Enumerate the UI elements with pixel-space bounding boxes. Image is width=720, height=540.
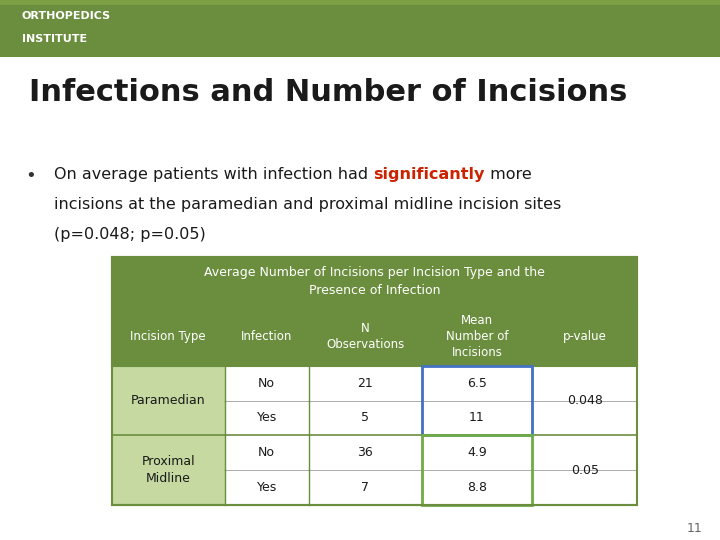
Text: Infection: Infection xyxy=(241,330,292,343)
Text: significantly: significantly xyxy=(373,167,485,183)
Text: No: No xyxy=(258,377,275,390)
Bar xyxy=(112,470,225,505)
Text: Infections and Number of Incisions: Infections and Number of Incisions xyxy=(29,78,627,107)
Text: Mean
Number of
Incisions: Mean Number of Incisions xyxy=(446,314,508,359)
Bar xyxy=(422,366,532,435)
Text: ORTHOPEDICS: ORTHOPEDICS xyxy=(22,11,111,21)
Text: Yes: Yes xyxy=(256,481,276,494)
Text: Incision Type: Incision Type xyxy=(130,330,206,343)
Text: (p=0.048; p=0.05): (p=0.048; p=0.05) xyxy=(54,227,206,242)
Text: 4.9: 4.9 xyxy=(467,446,487,459)
Text: 11: 11 xyxy=(469,411,485,424)
Text: 0.048: 0.048 xyxy=(567,394,603,407)
Text: 6.5: 6.5 xyxy=(467,377,487,390)
Text: Paramedian: Paramedian xyxy=(131,394,205,407)
Bar xyxy=(112,401,225,435)
Bar xyxy=(112,256,637,505)
Bar xyxy=(112,470,637,505)
Text: Yes: Yes xyxy=(256,411,276,424)
Bar xyxy=(112,256,637,307)
Bar xyxy=(112,435,637,470)
Text: 0.05: 0.05 xyxy=(571,464,598,477)
Text: 21: 21 xyxy=(357,377,373,390)
Bar xyxy=(0,0,720,5)
Bar xyxy=(112,366,225,401)
Text: p-value: p-value xyxy=(563,330,606,343)
Bar xyxy=(422,470,532,505)
Text: more: more xyxy=(485,167,531,183)
Text: No: No xyxy=(258,446,275,459)
Text: On average patients with infection had: On average patients with infection had xyxy=(54,167,373,183)
Text: 36: 36 xyxy=(357,446,373,459)
Text: •: • xyxy=(25,167,36,185)
Bar xyxy=(112,307,637,366)
Text: 5: 5 xyxy=(361,411,369,424)
Bar xyxy=(0,5,720,57)
Bar xyxy=(112,366,637,401)
Text: 7: 7 xyxy=(361,481,369,494)
Text: N
Observations: N Observations xyxy=(326,322,405,351)
Bar xyxy=(422,401,532,435)
Text: 8.8: 8.8 xyxy=(467,481,487,494)
Bar xyxy=(112,435,225,470)
Text: INSTITUTE: INSTITUTE xyxy=(22,33,86,44)
Bar xyxy=(422,435,532,505)
Bar xyxy=(422,366,532,401)
Text: 11: 11 xyxy=(686,522,702,535)
Text: incisions at the paramedian and proximal midline incision sites: incisions at the paramedian and proximal… xyxy=(54,197,562,212)
Bar xyxy=(112,401,637,435)
Text: Average Number of Incisions per Incision Type and the
Presence of Infection: Average Number of Incisions per Incision… xyxy=(204,266,545,298)
Bar xyxy=(422,435,532,470)
Text: Proximal
Midline: Proximal Midline xyxy=(141,455,195,485)
